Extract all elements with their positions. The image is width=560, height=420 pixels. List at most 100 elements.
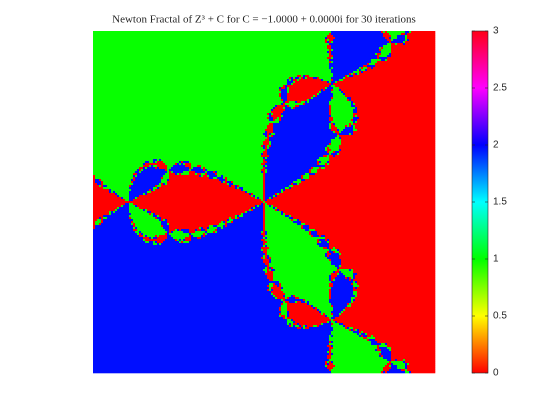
- fractal-cell: [273, 205, 436, 208]
- fractal-cell: [289, 185, 294, 188]
- fractal-cell: [359, 285, 436, 288]
- fractal-cell: [153, 241, 156, 244]
- fractal-cell: [377, 347, 380, 350]
- fractal-cell: [387, 363, 392, 366]
- fractal-cell: [353, 129, 358, 132]
- fractal-cell: [273, 119, 276, 122]
- fractal-cell: [353, 289, 436, 292]
- fractal-cell: [333, 87, 340, 90]
- fractal-cell: [331, 277, 336, 280]
- fractal-cell: [207, 229, 216, 232]
- fractal-cell: [387, 39, 392, 42]
- fractal-cell: [167, 169, 170, 172]
- fractal-cell: [333, 285, 354, 288]
- fractal-cell: [329, 55, 334, 58]
- fractal-cell: [339, 133, 350, 136]
- fractal-cell: [93, 359, 330, 362]
- fractal-cell: [371, 341, 378, 344]
- fractal-cell: [363, 337, 368, 340]
- fractal-cell: [373, 67, 436, 70]
- fractal-cell: [267, 113, 270, 116]
- fractal-cell: [387, 347, 392, 350]
- fractal-cell: [363, 71, 436, 74]
- fractal-cell: [281, 115, 284, 118]
- fractal-cell: [109, 211, 112, 214]
- fractal-cell: [339, 269, 350, 272]
- fractal-cell: [331, 47, 380, 50]
- fractal-cell: [201, 229, 206, 232]
- fractal-cell: [293, 79, 298, 82]
- fractal-cell: [265, 157, 268, 160]
- fractal-cell: [329, 299, 352, 302]
- fractal-cell: [93, 69, 332, 72]
- fractal-cell: [307, 77, 314, 80]
- fractal-cell: [159, 235, 168, 238]
- fractal-cell: [389, 365, 392, 368]
- fractal-cell: [299, 183, 436, 186]
- fractal-cell: [301, 327, 304, 330]
- fractal-cell: [281, 311, 288, 314]
- fractal-cell: [267, 233, 310, 236]
- fractal-cell: [93, 113, 268, 116]
- fractal-cell: [195, 171, 206, 174]
- fractal-cell: [331, 313, 334, 316]
- fractal-cell: [271, 115, 282, 118]
- fractal-cell: [329, 107, 332, 110]
- fractal-cell: [167, 167, 172, 170]
- fractal-cell: [325, 361, 328, 364]
- fractal-cell: [337, 129, 340, 132]
- fractal-cell: [137, 229, 166, 232]
- fractal-cell: [289, 315, 326, 318]
- fractal-cell: [339, 315, 436, 318]
- fractal-cell: [161, 183, 164, 186]
- fractal-cell: [305, 301, 308, 304]
- fractal-cell: [353, 101, 436, 104]
- fractal-cell: [93, 151, 264, 154]
- fractal-cell: [223, 177, 226, 180]
- fractal-cell: [281, 305, 288, 308]
- fractal-cell: [263, 133, 268, 136]
- fractal-cell: [93, 145, 262, 148]
- fractal-cell: [169, 229, 176, 232]
- fractal-cell: [243, 189, 264, 192]
- fractal-cell: [295, 321, 328, 324]
- fractal-cell: [99, 223, 102, 226]
- fractal-cell: [233, 183, 264, 186]
- fractal-cell: [331, 275, 338, 278]
- fractal-cell: [329, 81, 332, 84]
- fractal-cell: [331, 97, 334, 100]
- fractal-cell: [329, 67, 332, 70]
- fractal-cell: [339, 271, 342, 274]
- fractal-cell: [269, 141, 272, 144]
- fractal-cell: [283, 107, 286, 110]
- fractal-cell: [93, 321, 288, 324]
- fractal-cell: [339, 147, 436, 150]
- fractal-cell: [337, 275, 346, 278]
- fractal-cell: [341, 259, 436, 262]
- fractal-cell: [167, 233, 170, 236]
- fractal-cell: [135, 223, 162, 226]
- fractal-cell: [341, 265, 436, 268]
- fractal-cell: [265, 135, 268, 138]
- fractal-cell: [333, 367, 384, 370]
- fractal-cell: [331, 321, 336, 324]
- fractal-cell: [143, 209, 146, 212]
- fractal-cell: [367, 335, 372, 338]
- fractal-cell: [161, 225, 164, 228]
- fractal-cell: [397, 37, 406, 40]
- fractal-cell: [325, 313, 332, 316]
- fractal-cell: [147, 235, 156, 238]
- fractal-cell: [317, 159, 330, 162]
- fractal-cell: [279, 307, 282, 310]
- fractal-cell: [229, 183, 234, 186]
- fractal-cell: [281, 307, 288, 310]
- fractal-cell: [321, 167, 326, 170]
- fractal-cell: [321, 313, 324, 316]
- fractal-cell: [133, 229, 138, 232]
- fractal-cell: [331, 53, 376, 56]
- fractal-cell: [353, 119, 358, 122]
- fractal-cell: [129, 215, 154, 218]
- fractal-cell: [391, 47, 436, 50]
- fractal-cell: [129, 193, 144, 196]
- fractal-cell: [237, 215, 240, 218]
